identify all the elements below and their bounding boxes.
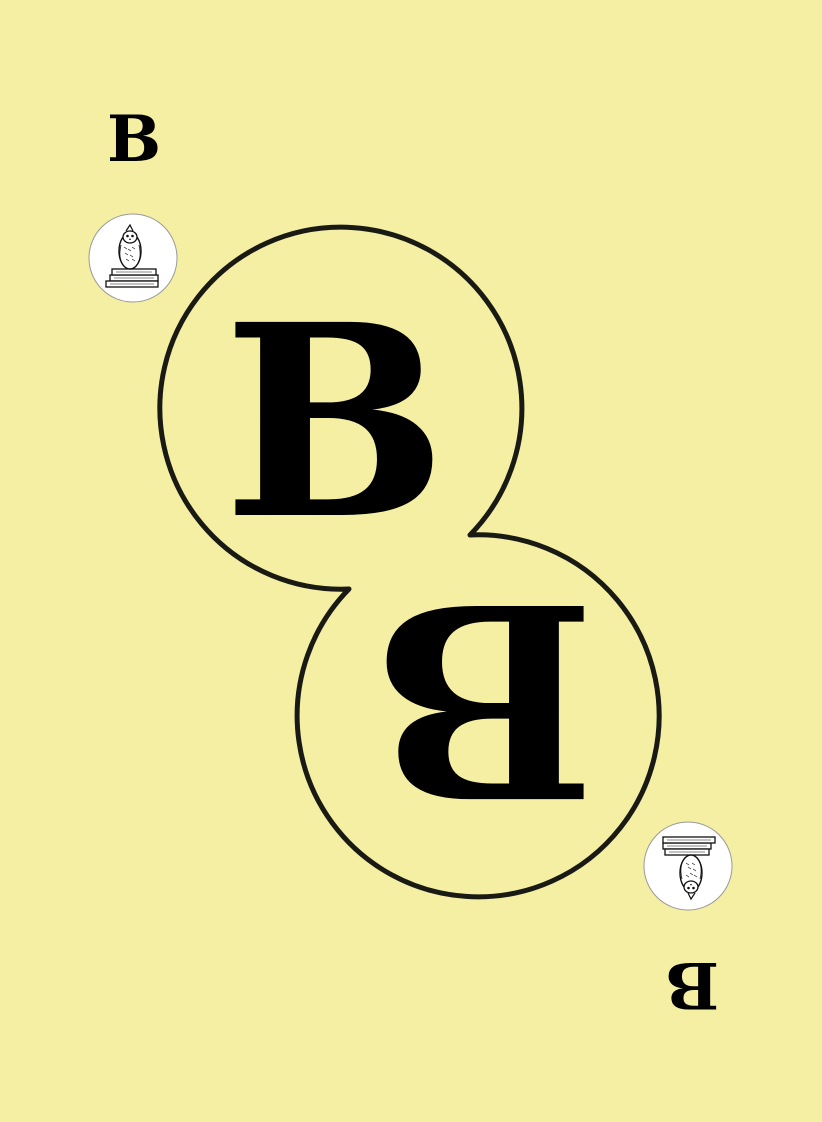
corner-rank-top-left: B	[107, 102, 162, 177]
double-circle-outline	[157, 224, 662, 900]
owl-on-books-icon	[88, 213, 178, 303]
center-rank-letter-top: B	[223, 267, 447, 578]
corner-rank-bottom-right: B	[665, 947, 720, 1022]
owl-on-books-icon	[643, 821, 733, 911]
center-rank-letter-bottom: B	[372, 543, 596, 854]
